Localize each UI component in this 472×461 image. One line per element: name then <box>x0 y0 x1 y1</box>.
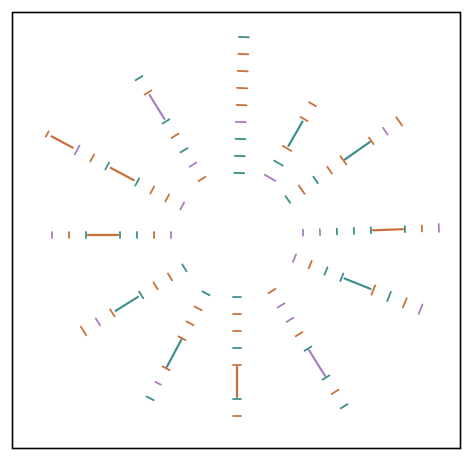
dash-mark <box>370 284 377 296</box>
ray-10 <box>51 231 172 239</box>
dash-mark <box>401 297 408 309</box>
dash-mark <box>303 345 313 352</box>
dash-mark <box>109 308 116 318</box>
dash-mark <box>294 331 304 338</box>
dash-mark <box>297 184 306 195</box>
dash-mark <box>161 365 171 372</box>
dash-mark <box>134 75 144 82</box>
dash-mark <box>263 173 277 182</box>
ray-7 <box>232 296 242 417</box>
dash-mark <box>170 132 180 139</box>
dash-mark <box>161 118 171 125</box>
dash-mark <box>134 177 141 187</box>
dash-mark <box>201 290 211 297</box>
dash-mark <box>166 272 174 282</box>
dash-mark <box>417 303 424 315</box>
dash-mark <box>276 302 286 309</box>
dash-mark <box>177 335 187 342</box>
dash-mark <box>267 287 277 295</box>
dash-mark <box>164 193 171 203</box>
dash-mark <box>287 120 304 147</box>
dash-mark <box>89 153 95 163</box>
dash-mark <box>292 253 297 263</box>
dash-mark <box>395 116 404 127</box>
dash-mark <box>308 101 317 108</box>
dash-mark <box>273 159 284 167</box>
dash-mark <box>344 141 371 161</box>
dash-mark <box>185 320 195 327</box>
dash-mark <box>307 259 313 270</box>
dash-mark <box>143 89 153 96</box>
dash-mark <box>285 316 295 323</box>
dash-mark <box>284 195 292 204</box>
dash-mark <box>44 130 50 138</box>
ray-12 <box>134 75 207 183</box>
dash-mark <box>80 325 88 337</box>
dash-mark <box>104 161 110 171</box>
dash-mark <box>152 281 159 291</box>
dash-mark <box>165 339 183 368</box>
dash-mark <box>148 93 166 120</box>
dash-mark <box>339 403 349 410</box>
ray-9 <box>80 263 188 337</box>
dash-mark <box>149 185 156 195</box>
dash-mark <box>299 116 309 122</box>
dash-mark <box>371 228 404 232</box>
ray-8 <box>145 290 211 402</box>
dash-mark <box>179 201 186 211</box>
ray-1 <box>233 36 250 175</box>
dash-mark <box>323 266 329 276</box>
dash-mark <box>368 136 375 146</box>
dash-mark <box>181 263 188 273</box>
dash-mark <box>386 290 392 303</box>
dash-mark <box>339 272 345 282</box>
dash-mark <box>179 147 189 154</box>
dash-mark <box>138 290 145 300</box>
dash-mark <box>281 144 293 152</box>
dash-mark <box>343 277 372 290</box>
dash-mark <box>339 155 348 166</box>
dash-mark <box>312 175 319 185</box>
dash-mark <box>50 135 74 149</box>
dash-mark <box>114 295 139 312</box>
ray-11 <box>44 130 186 211</box>
dash-mark <box>308 349 327 377</box>
ray-4 <box>301 223 440 237</box>
dash-mark <box>330 388 340 395</box>
dash-mark <box>382 127 389 136</box>
dash-mark <box>109 166 135 182</box>
dash-mark <box>326 165 333 175</box>
ray-5 <box>292 253 424 315</box>
dash-mark <box>154 380 162 386</box>
dash-mark <box>145 395 155 402</box>
ray-3 <box>284 116 404 204</box>
ray-2 <box>263 101 317 182</box>
dash-mark <box>94 317 101 327</box>
ray-6 <box>267 287 349 410</box>
dash-mark <box>193 305 203 312</box>
dash-mark <box>188 161 198 168</box>
dash-mark <box>73 144 81 156</box>
radial-dash-rays <box>44 36 440 417</box>
dash-mark <box>197 175 207 183</box>
dash-mark <box>321 374 331 381</box>
